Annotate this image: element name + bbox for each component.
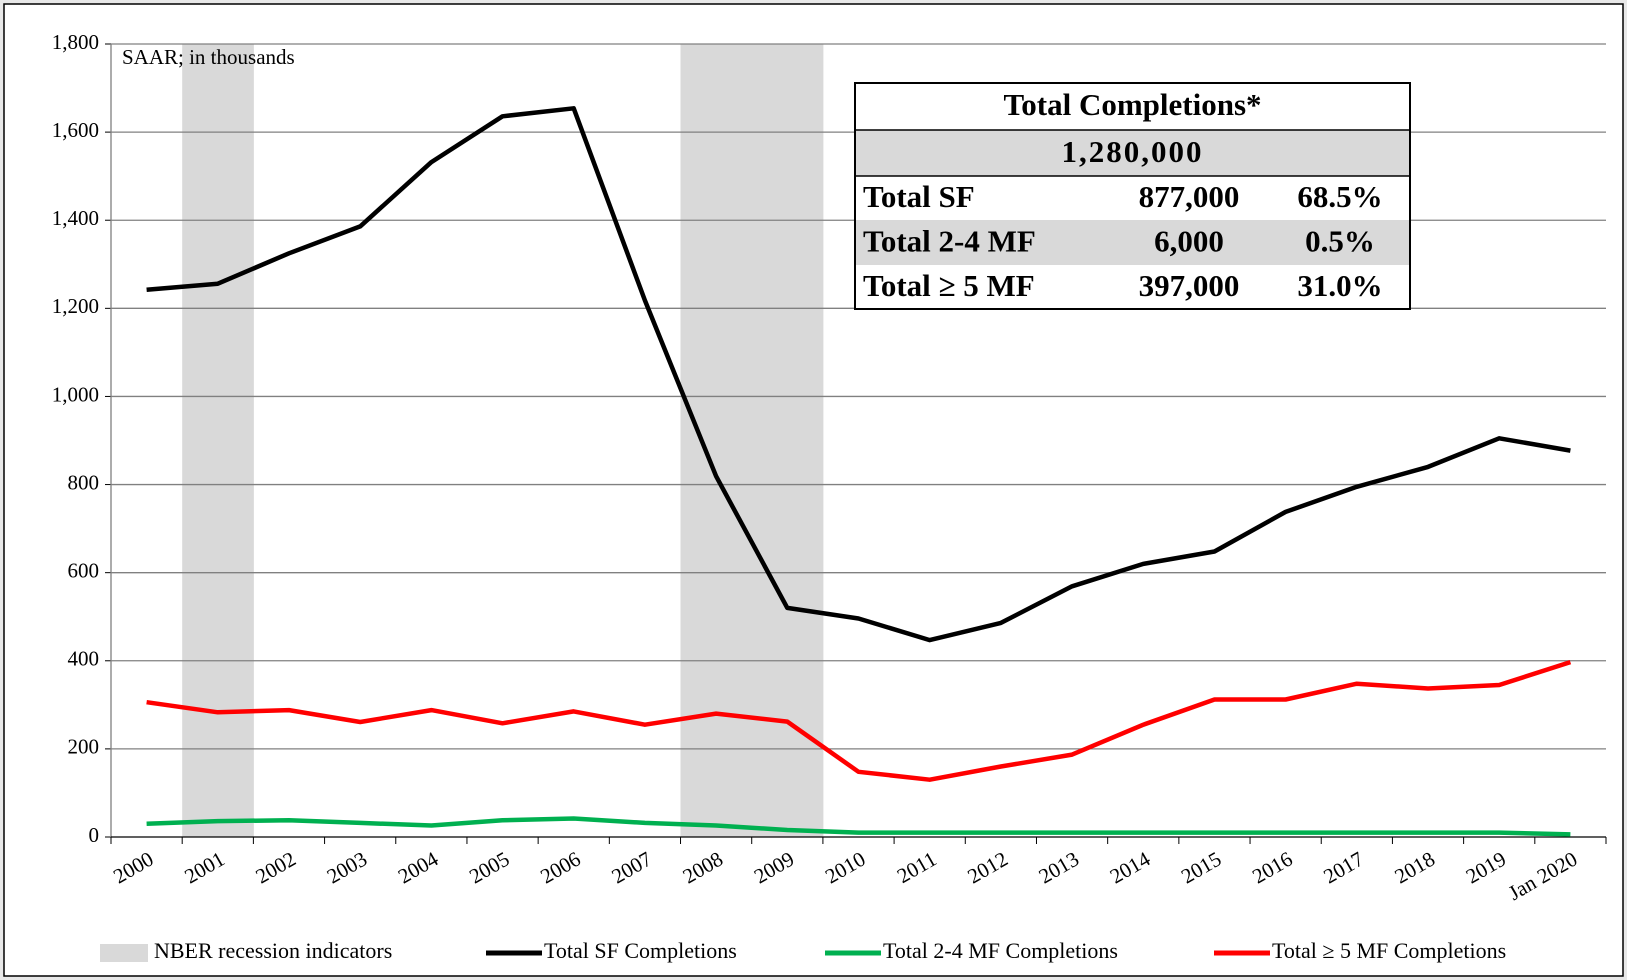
series-line: [146, 106, 1571, 643]
recession-shade: [751, 44, 824, 837]
legend-label: Total 2-4 MF Completions: [883, 938, 1118, 963]
y-tick-label: 200: [68, 735, 100, 759]
series-line: [146, 659, 1572, 782]
shading-layer: [182, 44, 824, 837]
inset-row-count: 6,000: [1154, 224, 1224, 259]
legend-swatch: [100, 944, 148, 962]
inset-row-label: Total SF: [863, 179, 975, 214]
legend: NBER recession indicators Total SF Comple…: [100, 938, 1506, 963]
annotation: SAAR; in thousands: [122, 45, 295, 69]
inset-title-bg: [855, 83, 1410, 130]
inset-table: Total Completions* 1,280,000 Total SF 877,0…: [854, 82, 1411, 310]
legend-label: Total SF Completions: [544, 938, 737, 963]
inset-row-share: 31.0%: [1297, 268, 1382, 303]
inset-total-bg: [855, 130, 1410, 176]
inset-row-count: 877,000: [1139, 179, 1240, 214]
legend-label: NBER recession indicators: [154, 938, 392, 963]
y-tick-label: 1,000: [52, 382, 99, 406]
inset-border: [854, 82, 1411, 310]
y-tick-label: 0: [89, 823, 100, 847]
legend-label: Total ≥ 5 MF Completions: [1272, 938, 1506, 963]
series-line: [146, 816, 1571, 837]
inset-row-bg: [855, 265, 1410, 309]
inset-row-share: 0.5%: [1305, 224, 1375, 259]
recession-shade: [680, 44, 753, 837]
inset-row-count: 397,000: [1139, 268, 1240, 303]
y-tick-label: 1,800: [52, 30, 99, 54]
inset-row-bg: [855, 220, 1410, 265]
inset-title: Total Completions*: [1003, 87, 1261, 122]
y-tick-label: 400: [68, 647, 100, 671]
inset-row-bg: [855, 176, 1410, 220]
y-tick-label: 1,200: [52, 294, 99, 318]
inset-row-label: Total ≥ 5 MF: [863, 268, 1035, 303]
y-tick-label: 800: [68, 470, 100, 494]
y-tick-label: 600: [68, 558, 100, 582]
y-tick-label: 1,600: [52, 118, 99, 142]
y-tick-label: 1,400: [52, 206, 99, 230]
inset-total: 1,280,000: [1062, 134, 1204, 169]
lines-layer: [146, 106, 1572, 837]
inset-row-share: 68.5%: [1297, 179, 1382, 214]
recession-shade: [182, 44, 254, 837]
inset-row-label: Total 2-4 MF: [863, 224, 1036, 259]
